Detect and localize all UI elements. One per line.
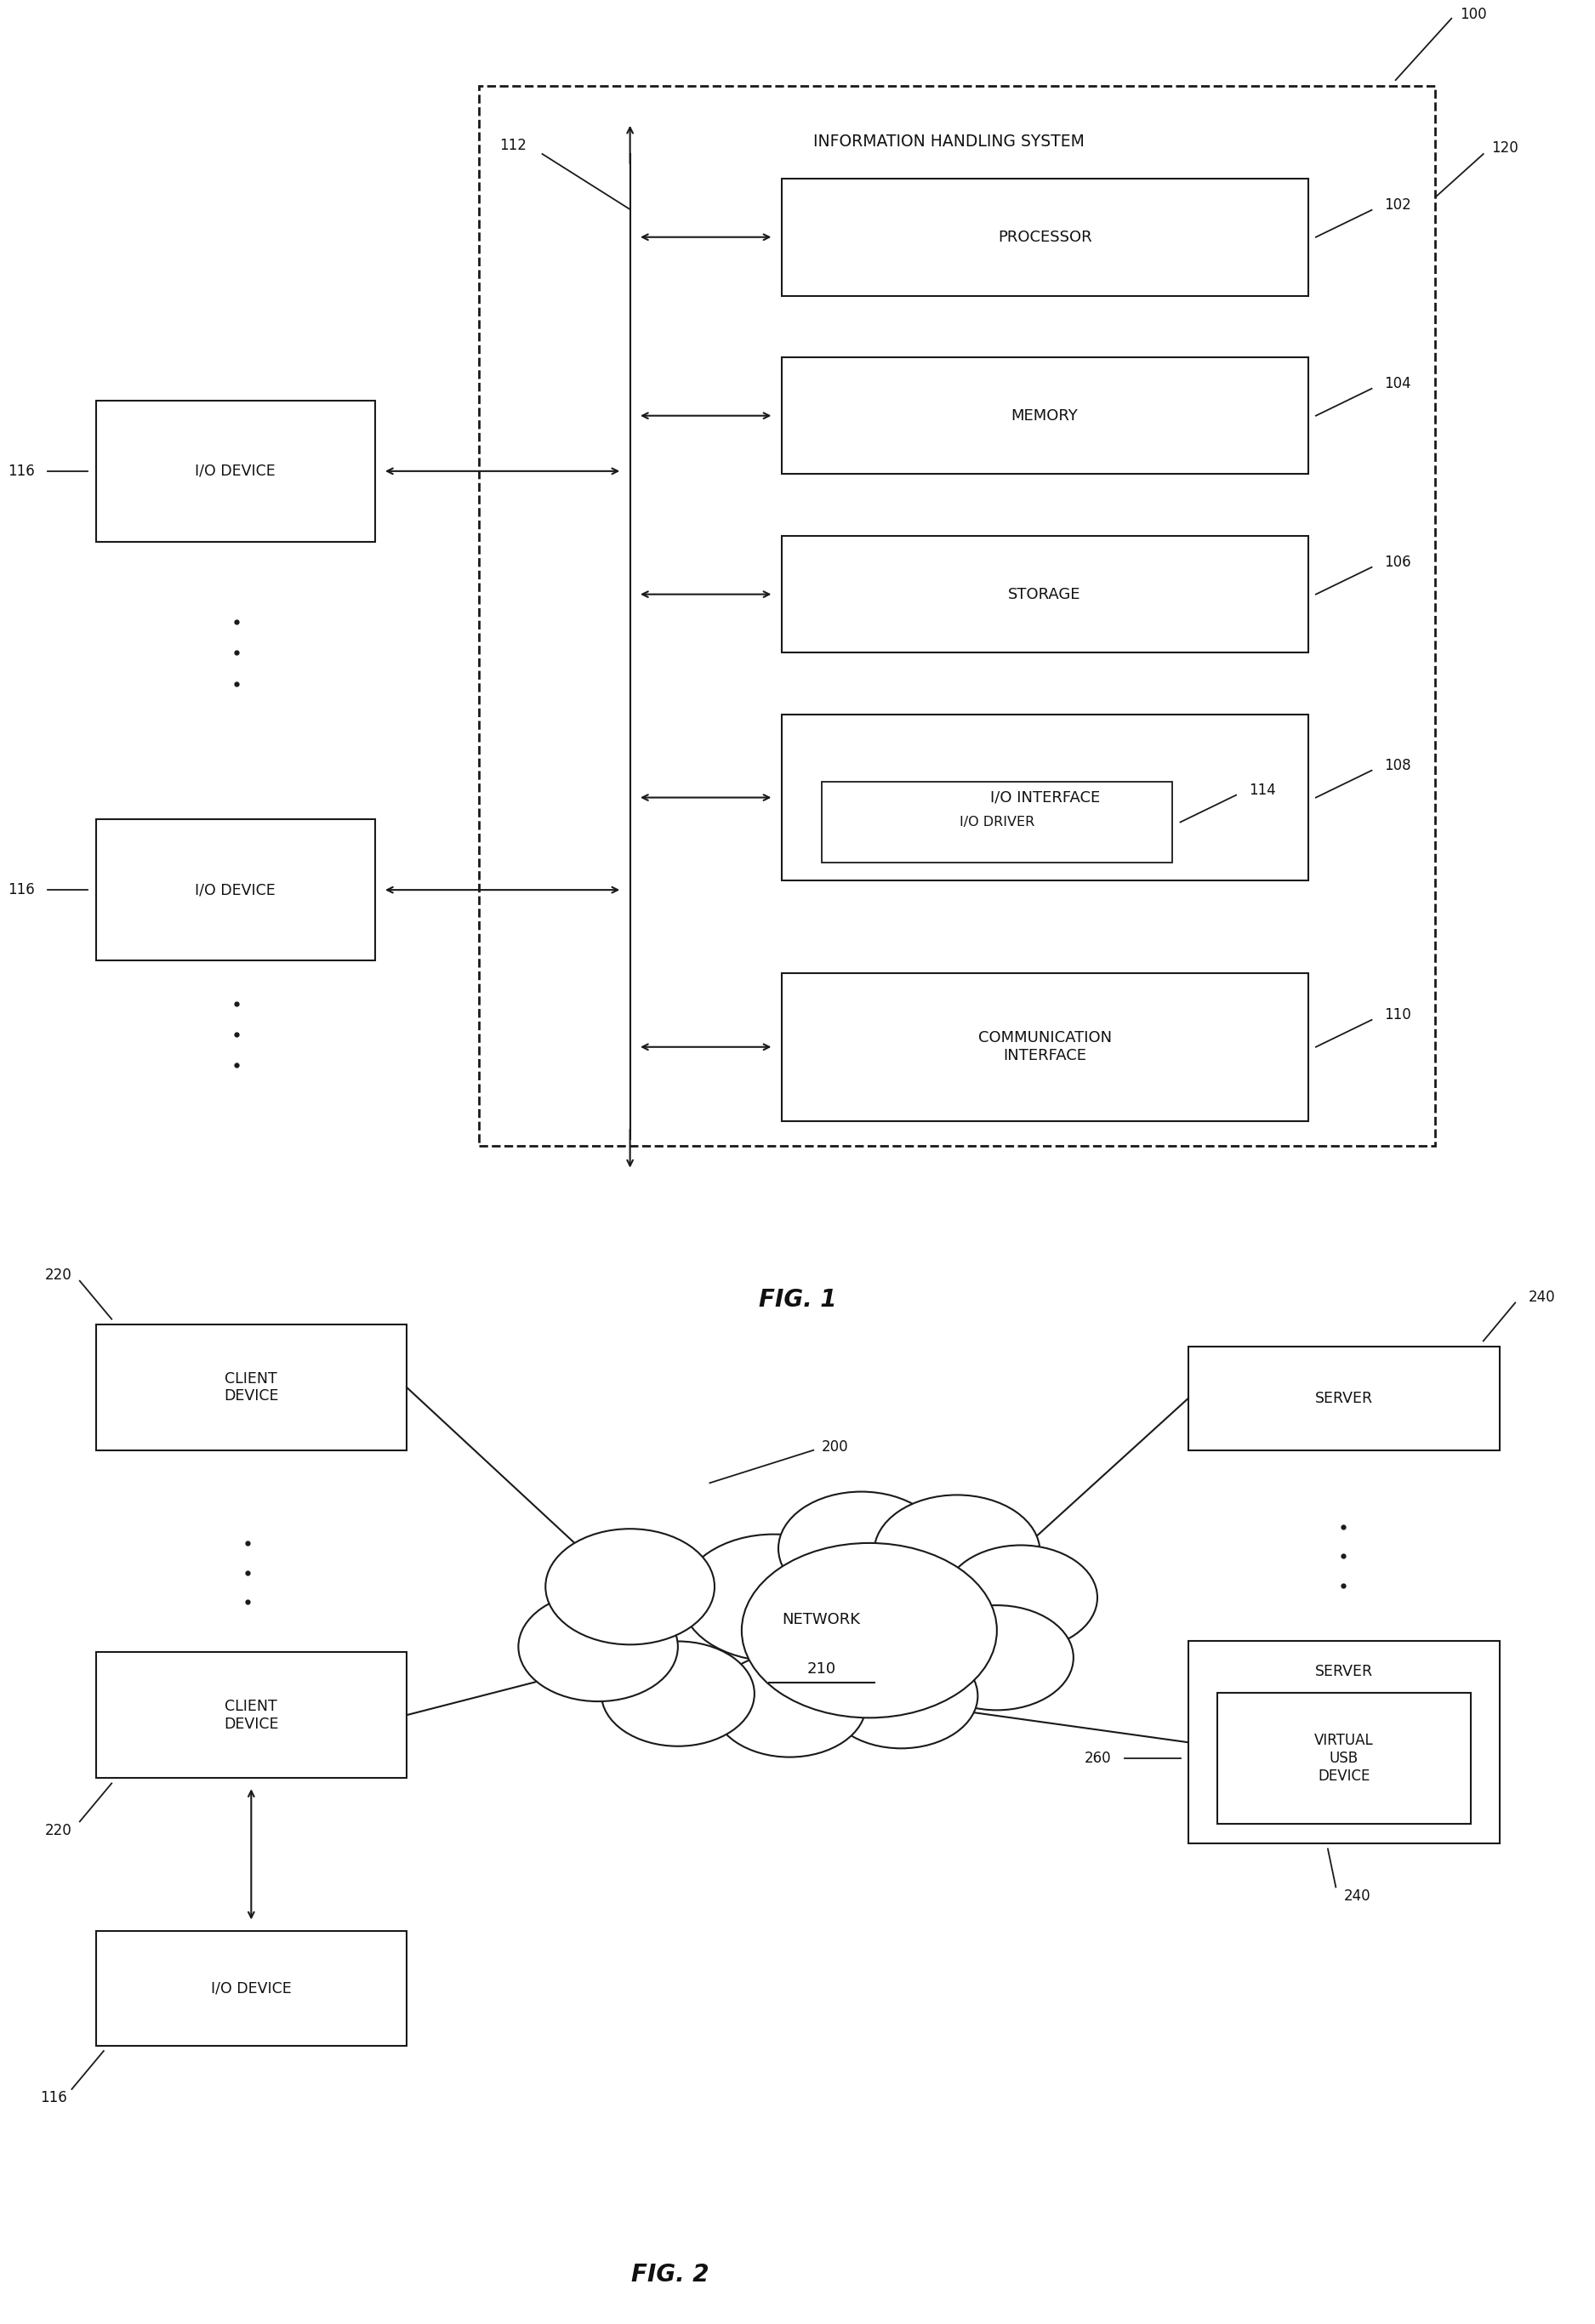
Text: 220: 220 (45, 1269, 72, 1283)
Text: 240: 240 (1528, 1290, 1555, 1304)
FancyBboxPatch shape (782, 358, 1308, 474)
FancyBboxPatch shape (96, 818, 375, 960)
Text: 116: 116 (8, 462, 35, 479)
FancyBboxPatch shape (1188, 1641, 1499, 1843)
Text: I/O DEVICE: I/O DEVICE (195, 462, 276, 479)
Text: INFORMATION HANDLING SYSTEM: INFORMATION HANDLING SYSTEM (813, 132, 1085, 149)
Text: FIG. 2: FIG. 2 (632, 2264, 708, 2287)
Text: 100: 100 (1459, 7, 1487, 23)
Text: 120: 120 (1491, 139, 1518, 156)
Circle shape (825, 1643, 978, 1748)
Text: COMMUNICATION
INTERFACE: COMMUNICATION INTERFACE (978, 1030, 1112, 1064)
Text: CLIENT
DEVICE: CLIENT DEVICE (223, 1699, 279, 1731)
FancyBboxPatch shape (782, 713, 1308, 881)
Text: 210: 210 (807, 1662, 836, 1676)
Text: I/O DRIVER: I/O DRIVER (959, 816, 1035, 830)
Text: 108: 108 (1384, 758, 1412, 774)
Text: 240: 240 (1343, 1887, 1370, 1903)
Text: 116: 116 (40, 2089, 67, 2106)
Text: 116: 116 (8, 883, 35, 897)
FancyBboxPatch shape (1217, 1692, 1471, 1824)
FancyBboxPatch shape (782, 537, 1308, 653)
Text: 114: 114 (1249, 783, 1276, 797)
Circle shape (920, 1606, 1073, 1710)
Text: I/O INTERFACE: I/O INTERFACE (990, 790, 1099, 804)
Circle shape (944, 1545, 1097, 1650)
Circle shape (713, 1652, 866, 1757)
Text: 106: 106 (1384, 555, 1412, 569)
Text: SERVER: SERVER (1314, 1390, 1373, 1406)
Circle shape (681, 1534, 866, 1662)
Text: 260: 260 (1085, 1750, 1112, 1766)
Text: VIRTUAL
USB
DEVICE: VIRTUAL USB DEVICE (1314, 1734, 1373, 1783)
Text: PROCESSOR: PROCESSOR (998, 230, 1091, 244)
Text: CLIENT
DEVICE: CLIENT DEVICE (223, 1371, 279, 1404)
Circle shape (874, 1494, 1040, 1608)
FancyBboxPatch shape (96, 1652, 407, 1778)
Text: SERVER: SERVER (1314, 1664, 1373, 1680)
Text: I/O DEVICE: I/O DEVICE (195, 883, 276, 897)
FancyBboxPatch shape (96, 1325, 407, 1450)
Text: I/O DEVICE: I/O DEVICE (211, 1980, 292, 1996)
FancyBboxPatch shape (96, 400, 375, 541)
Circle shape (742, 1543, 997, 1717)
Text: NETWORK: NETWORK (782, 1613, 861, 1627)
Circle shape (778, 1492, 944, 1606)
Circle shape (601, 1641, 754, 1745)
Text: STORAGE: STORAGE (1008, 586, 1081, 602)
Text: 200: 200 (821, 1439, 849, 1455)
FancyBboxPatch shape (782, 179, 1308, 295)
Circle shape (518, 1592, 678, 1701)
Text: 110: 110 (1384, 1006, 1412, 1023)
Text: MEMORY: MEMORY (1011, 409, 1078, 423)
Circle shape (545, 1529, 715, 1645)
FancyBboxPatch shape (821, 783, 1172, 862)
FancyBboxPatch shape (96, 1931, 407, 2045)
FancyBboxPatch shape (1188, 1346, 1499, 1450)
FancyBboxPatch shape (782, 974, 1308, 1120)
Text: 220: 220 (45, 1822, 72, 1838)
Text: 112: 112 (499, 137, 526, 153)
Text: FIG. 1: FIG. 1 (759, 1287, 836, 1311)
Text: 102: 102 (1384, 198, 1412, 214)
Text: 104: 104 (1384, 376, 1412, 390)
